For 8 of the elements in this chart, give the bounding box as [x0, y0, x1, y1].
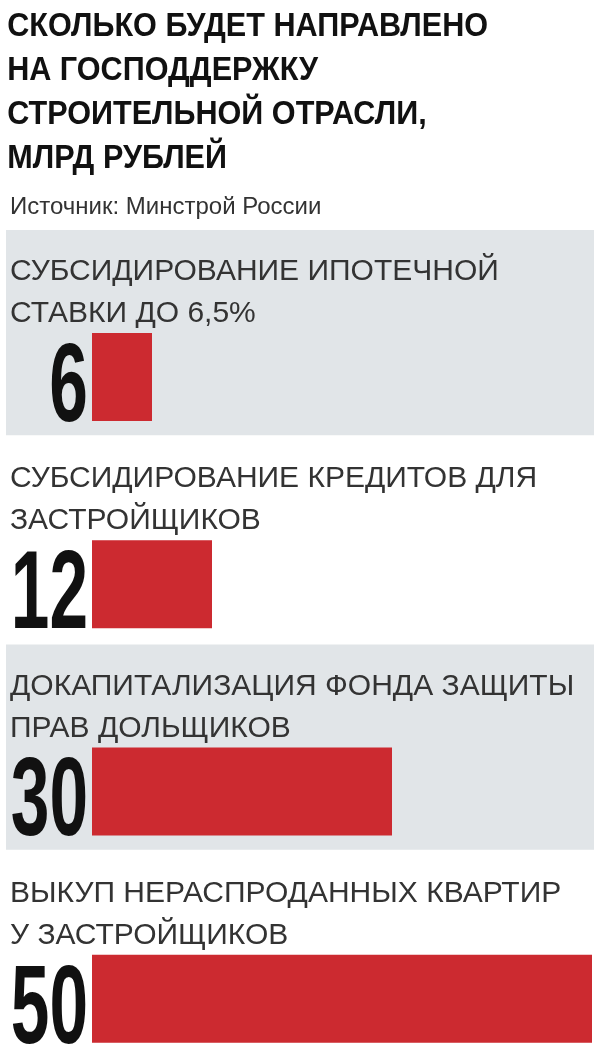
chart-title: СКОЛЬКО БУДЕТ НАПРАВЛЕНО НА ГОСПОДДЕРЖКУ СТРОИТЕЛЬНОЙ ОТРАСЛИ, МЛРД РУБЛЕЙ: [7, 5, 489, 176]
bar: [92, 954, 592, 1043]
bar: [92, 333, 152, 421]
text: Источник: Минстрой России: [10, 192, 322, 219]
bar: [92, 540, 212, 629]
y-tick-label: СУБСИДИРОВАНИЕ ИПОТЕЧНОЙ СТАВКИ ДО 6,5%: [10, 253, 499, 328]
bar: [92, 747, 392, 836]
y-tick-label: СУБСИДИРОВАНИЕ КРЕДИТОВ ДЛЯ ЗАСТРОЙЩИКОВ: [10, 460, 538, 536]
